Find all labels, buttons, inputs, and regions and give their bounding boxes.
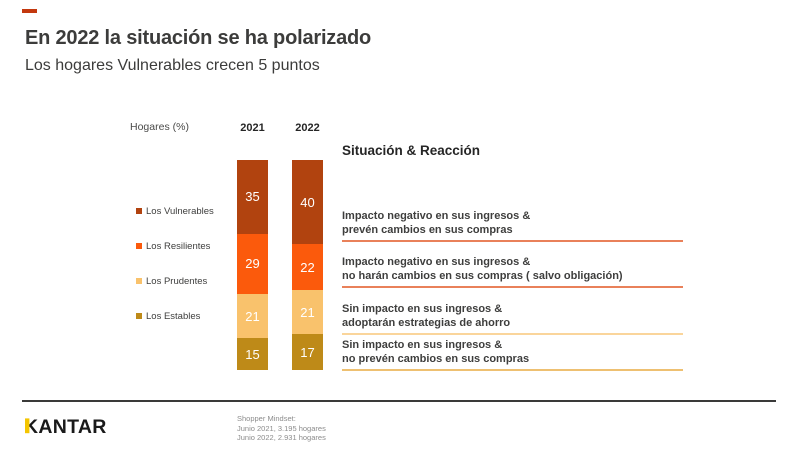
reaction-line: prevén cambios en sus compras	[342, 224, 513, 236]
footnote: Shopper Mindset: Junio 2021, 3.195 hogare…	[237, 414, 326, 443]
reaction-block: Impacto negativo en sus ingresos & prevén…	[342, 209, 683, 242]
legend-label: Los Resilientes	[146, 240, 211, 252]
bar-segment: 29	[237, 233, 268, 295]
legend-item: Los Prudentes	[136, 275, 214, 287]
bar-segment: 22	[292, 244, 323, 291]
reaction-line: adoptarán estrategias de ahorro	[342, 317, 511, 329]
legend-swatch	[136, 313, 142, 319]
footnote-line: Junio 2022, 2.931 hogares	[237, 433, 326, 442]
slide-subtitle: Los hogares Vulnerables crecen 5 puntos	[25, 57, 320, 74]
reaction-line: Impacto negativo en sus ingresos &	[342, 256, 531, 268]
bar-segment: 21	[292, 290, 323, 335]
bar-segment: 15	[237, 338, 268, 370]
legend-label: Los Vulnerables	[146, 205, 214, 217]
legend-label: Los Prudentes	[146, 275, 208, 287]
legend-item: Los Estables	[136, 310, 214, 322]
segment-value: 40	[300, 194, 315, 210]
reaction-block: Sin impacto en sus ingresos & no prevén c…	[342, 338, 683, 371]
segment-value: 35	[245, 189, 260, 205]
legend-swatch	[136, 243, 142, 249]
legend-item: Los Vulnerables	[136, 205, 214, 217]
reaction-block: Impacto negativo en sus ingresos & no har…	[342, 255, 683, 288]
year-column: 2021 35 29 21 15	[237, 122, 268, 370]
segment-value: 17	[300, 344, 315, 360]
legend: Los Vulnerables Los Resilientes Los Pruden…	[136, 205, 214, 322]
reaction-line: no prevén cambios en sus compras	[342, 353, 530, 365]
reaction-block: Sin impacto en sus ingresos & adoptarán e…	[342, 302, 683, 335]
legend-swatch	[136, 278, 142, 284]
reactions-heading: Situación & Reacción	[342, 143, 481, 158]
footnote-line: Shopper Mindset:	[237, 414, 296, 423]
reaction-line: Impacto negativo en sus ingresos &	[342, 210, 531, 222]
accent-dash	[22, 9, 37, 13]
segment-value: 21	[300, 304, 315, 320]
footer-rule	[22, 400, 776, 402]
slide-title: En 2022 la situación se ha polarizado	[25, 27, 372, 49]
bar-segment: 17	[292, 334, 323, 370]
axis-label: Hogares (%)	[130, 121, 189, 133]
legend-swatch	[136, 208, 142, 214]
segment-value: 22	[300, 259, 315, 275]
reaction-line: Sin impacto en sus ingresos &	[342, 339, 503, 351]
segment-value: 29	[245, 256, 260, 272]
legend-label: Los Estables	[146, 310, 201, 322]
legend-item: Los Resilientes	[136, 240, 214, 252]
reaction-line: no harán cambios en sus compras ( salvo …	[342, 270, 623, 282]
kantar-k-yellow-stem	[25, 418, 30, 434]
segment-value: 15	[245, 346, 260, 362]
year-column: 2022 40 22 21 17	[292, 122, 323, 370]
bar-segment: 21	[237, 294, 268, 339]
year-header: 2022	[295, 122, 320, 134]
chart-columns: 2021 35 29 21 15 2022 40 22 21 17	[237, 122, 323, 370]
bar-segment: 35	[237, 160, 268, 234]
footnote-line: Junio 2021, 3.195 hogares	[237, 423, 326, 433]
year-header: 2021	[240, 122, 265, 134]
segment-value: 21	[245, 308, 260, 324]
kantar-logo: KANTAR	[24, 416, 106, 438]
reaction-line: Sin impacto en sus ingresos &	[342, 303, 503, 315]
bar-segment: 40	[292, 160, 323, 244]
kantar-wordmark: KANTAR	[24, 416, 106, 436]
